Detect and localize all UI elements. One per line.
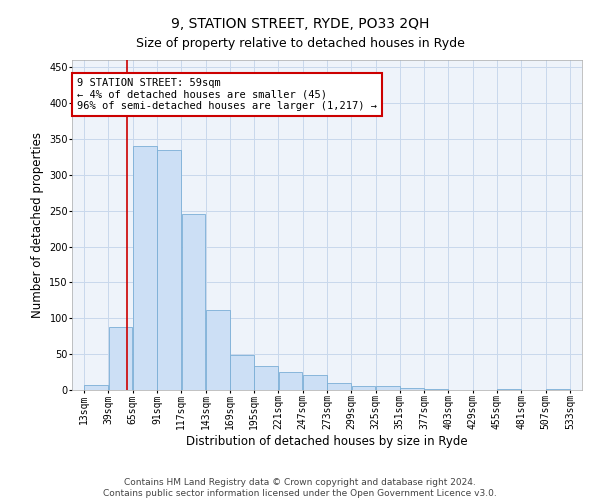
Bar [109,327,133,390]
X-axis label: Distribution of detached houses by size in Ryde: Distribution of detached houses by size … [186,435,468,448]
Bar [85,385,108,390]
Bar [133,146,157,390]
Bar [352,386,376,390]
Bar [303,375,327,390]
Bar [182,214,205,390]
Bar [278,372,302,390]
Y-axis label: Number of detached properties: Number of detached properties [31,132,44,318]
Text: Size of property relative to detached houses in Ryde: Size of property relative to detached ho… [136,38,464,51]
Text: 9, STATION STREET, RYDE, PO33 2QH: 9, STATION STREET, RYDE, PO33 2QH [171,18,429,32]
Bar [254,366,278,390]
Bar [424,388,448,390]
Bar [157,150,181,390]
Text: Contains HM Land Registry data © Crown copyright and database right 2024.
Contai: Contains HM Land Registry data © Crown c… [103,478,497,498]
Bar [497,388,521,390]
Bar [206,310,230,390]
Bar [230,355,254,390]
Text: 9 STATION STREET: 59sqm
← 4% of detached houses are smaller (45)
96% of semi-det: 9 STATION STREET: 59sqm ← 4% of detached… [77,78,377,111]
Bar [400,388,424,390]
Bar [546,388,569,390]
Bar [327,383,351,390]
Bar [376,386,400,390]
